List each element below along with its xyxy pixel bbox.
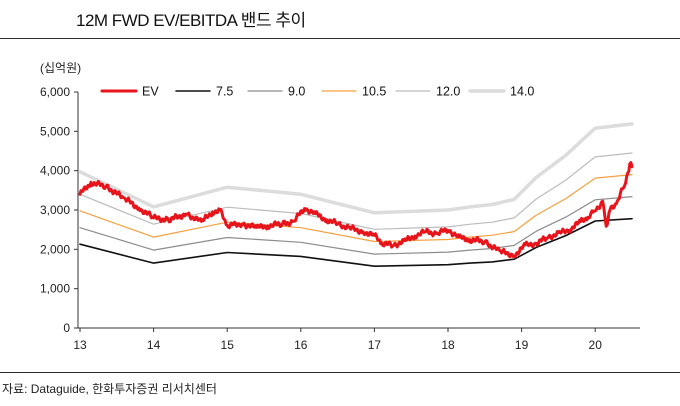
legend-label-EV: EV xyxy=(142,85,159,99)
x-tick-label: 14 xyxy=(147,338,161,352)
x-tick-label: 16 xyxy=(294,338,308,352)
band-line-9-0 xyxy=(79,196,633,255)
legend-label-7-5: 7.5 xyxy=(216,85,233,99)
y-tick-label: 5,000 xyxy=(40,124,70,138)
band-line-12-0 xyxy=(79,152,633,230)
y-tick-label: 1,000 xyxy=(40,282,70,296)
legend-label-9-0: 9.0 xyxy=(288,85,305,99)
legend: EV 7.5 9.0 10.5 12.0 14.0 xyxy=(100,85,534,99)
x-tick-label: 17 xyxy=(368,338,382,352)
chart-title: 12M FWD EV/EBITDA 밴드 추이 xyxy=(76,11,306,30)
title-divider xyxy=(0,38,680,39)
y-tick-label: 3,000 xyxy=(40,203,70,217)
x-tick-label: 18 xyxy=(441,338,455,352)
y-tick-label: 0 xyxy=(63,321,70,335)
y-tick-label: 4,000 xyxy=(40,164,70,178)
axes: 0 1,000 2,000 3,000 4,000 5,000 6,000 13 14 15 16 1… xyxy=(40,85,640,352)
x-tick-label: 15 xyxy=(221,338,235,352)
band-line-14-0 xyxy=(78,122,634,215)
x-tick-label: 19 xyxy=(515,338,529,352)
band-lines xyxy=(78,122,634,268)
ev-ebitda-band-chart: (십억원) 0 1,000 2,000 3,000 4,000 5,000 6,000 13 1… xyxy=(40,61,640,352)
legend-label-12-0: 12.0 xyxy=(436,85,460,99)
x-tick-label: 13 xyxy=(73,338,87,352)
source-note: 자료: Dataguide, 한화투자증권 리서치센터 xyxy=(2,382,217,396)
x-tick-label: 20 xyxy=(589,338,603,352)
band-line-10-5 xyxy=(79,174,633,243)
y-axis-unit-label: (십억원) xyxy=(40,61,81,75)
ev-line xyxy=(78,161,634,259)
band-line-7-5 xyxy=(79,217,633,268)
y-tick-label: 2,000 xyxy=(40,242,70,256)
legend-label-10-5: 10.5 xyxy=(362,85,386,99)
ev-line-group xyxy=(78,161,634,259)
footer-divider xyxy=(0,372,680,373)
legend-label-14-0: 14.0 xyxy=(510,85,534,99)
y-tick-label: 6,000 xyxy=(40,85,70,99)
